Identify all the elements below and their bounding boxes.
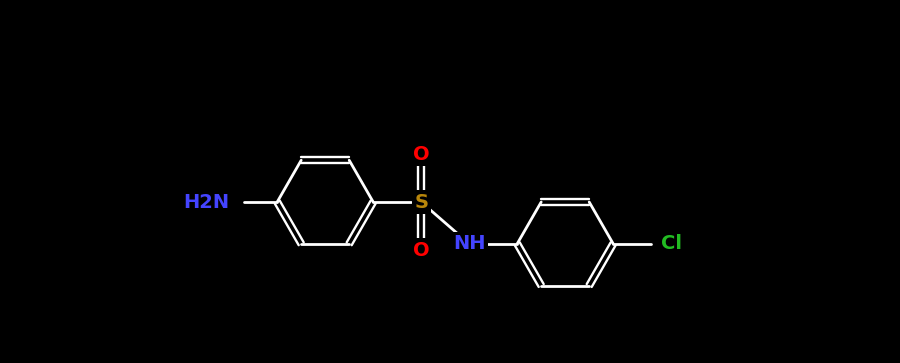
Text: O: O [413, 241, 429, 260]
Text: H2N: H2N [183, 192, 230, 212]
Text: Cl: Cl [662, 234, 682, 253]
Text: NH: NH [453, 234, 485, 253]
Text: O: O [413, 144, 429, 163]
Text: S: S [414, 192, 428, 212]
